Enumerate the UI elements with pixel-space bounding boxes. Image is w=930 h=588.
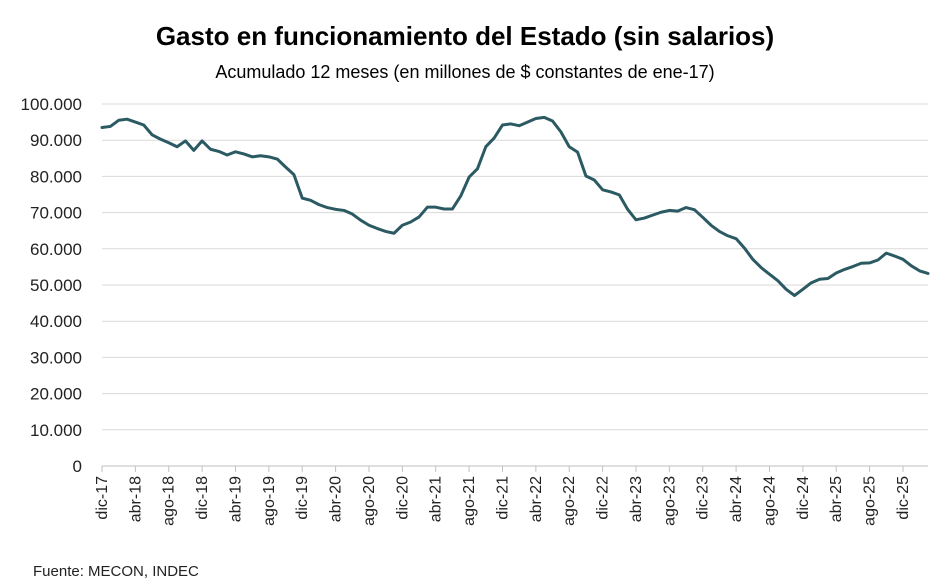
x-tick-label: ago-23 (661, 476, 678, 526)
x-tick-label: dic-24 (795, 476, 812, 520)
y-tick-label: 20.000 (30, 385, 82, 404)
x-tick-label: dic-22 (595, 476, 612, 520)
x-tick-label: ago-20 (361, 476, 378, 526)
x-tick-label: dic-19 (294, 476, 311, 520)
x-tick-label: abr-25 (828, 476, 845, 522)
x-tick-label: abr-21 (428, 476, 445, 522)
y-tick-label: 40.000 (30, 312, 82, 331)
x-tick-label: abr-24 (728, 476, 745, 522)
y-tick-label: 50.000 (30, 276, 82, 295)
x-tick-label: abr-22 (528, 476, 545, 522)
x-tick-label: dic-21 (494, 476, 511, 520)
x-tick-label: ago-19 (261, 476, 278, 526)
x-tick-label: dic-23 (695, 476, 712, 520)
y-tick-label: 100.000 (21, 95, 82, 114)
y-tick-label: 70.000 (30, 204, 82, 223)
gridlines (102, 103, 928, 467)
x-tick-label: abr-23 (628, 476, 645, 522)
y-tick-label: 60.000 (30, 240, 82, 259)
x-tick-label: ago-25 (862, 476, 879, 526)
x-tick-label: abr-19 (227, 476, 244, 522)
source-note: Fuente: MECON, INDEC (33, 563, 199, 580)
x-tick-label: ago-22 (561, 476, 578, 526)
series-layer (100, 115, 930, 297)
y-tick-label: 90.000 (30, 131, 82, 150)
x-tick-label: ago-21 (461, 476, 478, 526)
x-tick-label: ago-24 (761, 476, 778, 526)
x-tick-label: ago-18 (161, 476, 178, 526)
x-tick-label: dic-20 (394, 476, 411, 520)
x-axis-ticks: dic-17 abr-18 ago-18 dic-18 abr-19 ago-19 dic-… (94, 466, 912, 526)
y-tick-label: 0 (73, 457, 82, 476)
chart-subtitle: Acumulado 12 meses (en millones de $ con… (215, 62, 714, 82)
x-tick-label: dic-25 (895, 476, 912, 520)
x-tick-label: dic-17 (94, 476, 111, 520)
x-tick-label: abr-20 (328, 476, 345, 522)
y-tick-label: 30.000 (30, 348, 82, 367)
x-tick-label: abr-18 (127, 476, 144, 522)
x-tick-label: dic-18 (194, 476, 211, 520)
y-tick-label: 80.000 (30, 167, 82, 186)
series-line (100, 115, 930, 297)
y-tick-label: 10.000 (30, 421, 82, 440)
y-axis-ticks: 0 10.000 20.000 30.000 40.000 50.000 60.000 70.… (21, 95, 82, 476)
chart-title: Gasto en funcionamiento del Estado (sin … (156, 21, 774, 51)
